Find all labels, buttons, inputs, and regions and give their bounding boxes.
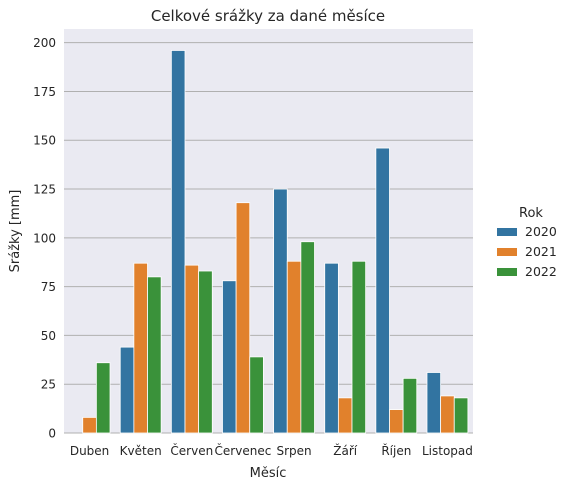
bar-2020-4 bbox=[273, 188, 288, 434]
bar-2022-0 bbox=[95, 362, 111, 434]
bar-2022-2 bbox=[198, 270, 213, 434]
x-tick-label: Srpen bbox=[276, 444, 311, 458]
bar-2022-7 bbox=[453, 397, 469, 434]
legend-title: Rok bbox=[519, 206, 543, 221]
y-tick-label: 0 bbox=[48, 427, 56, 441]
y-tick-label: 150 bbox=[33, 134, 56, 148]
legend-swatch-2020 bbox=[497, 228, 517, 236]
y-tick-label: 175 bbox=[33, 85, 56, 99]
bar-2021-5 bbox=[337, 397, 353, 434]
legend-swatch-2022 bbox=[497, 268, 517, 276]
bar-2021-1 bbox=[133, 262, 148, 434]
bar-2020-2 bbox=[170, 50, 186, 434]
x-tick-label: Duben bbox=[70, 444, 109, 458]
bar-2022-5 bbox=[351, 260, 367, 434]
legend-label-2022: 2022 bbox=[525, 264, 557, 279]
y-tick-label: 125 bbox=[33, 183, 56, 197]
bar-2022-3 bbox=[249, 356, 264, 434]
x-tick-label: Červenec bbox=[215, 443, 272, 458]
bars bbox=[82, 50, 469, 434]
y-tick-label: 50 bbox=[41, 329, 56, 343]
chart-title: Celkové srážky za dané měsíce bbox=[151, 7, 385, 25]
x-tick-label: Květen bbox=[120, 444, 162, 458]
legend: Rok 2020 2021 2022 bbox=[497, 206, 557, 279]
bar-2022-6 bbox=[402, 377, 418, 434]
bar-2021-4 bbox=[286, 260, 302, 434]
bar-2022-1 bbox=[147, 276, 162, 434]
bar-2021-2 bbox=[184, 264, 200, 434]
bar-2020-1 bbox=[119, 346, 135, 434]
y-tick-label: 200 bbox=[33, 36, 56, 50]
legend-label-2021: 2021 bbox=[525, 244, 557, 259]
bar-2020-5 bbox=[324, 262, 339, 434]
y-tick-label: 100 bbox=[33, 231, 56, 245]
bar-2021-6 bbox=[389, 409, 404, 434]
legend-label-2020: 2020 bbox=[525, 224, 557, 239]
x-tick-label: Listopad bbox=[422, 444, 473, 458]
x-tick-labels: Duben Květen Červen Červenec Srpen Žáří Říjen L… bbox=[70, 443, 473, 458]
x-tick-label: Červen bbox=[170, 443, 213, 458]
legend-swatch-2021 bbox=[497, 248, 517, 256]
x-tick-label: Žáří bbox=[333, 443, 358, 458]
y-tick-label: 75 bbox=[41, 280, 56, 294]
bar-2021-3 bbox=[235, 202, 251, 434]
y-tick-label: 25 bbox=[41, 378, 56, 392]
bar-2020-3 bbox=[222, 280, 237, 434]
x-tick-label: Říjen bbox=[381, 443, 411, 458]
bar-2020-7 bbox=[426, 372, 442, 434]
bar-2020-6 bbox=[375, 147, 390, 434]
y-axis-label: Srážky [mm] bbox=[8, 190, 23, 273]
bar-2021-7 bbox=[440, 395, 455, 434]
bar-2021-0 bbox=[82, 416, 97, 434]
x-axis-label: Měsíc bbox=[250, 466, 287, 481]
y-tick-labels: 0 25 50 75 100 125 150 175 200 bbox=[33, 36, 56, 440]
bar-2022-4 bbox=[300, 241, 315, 434]
